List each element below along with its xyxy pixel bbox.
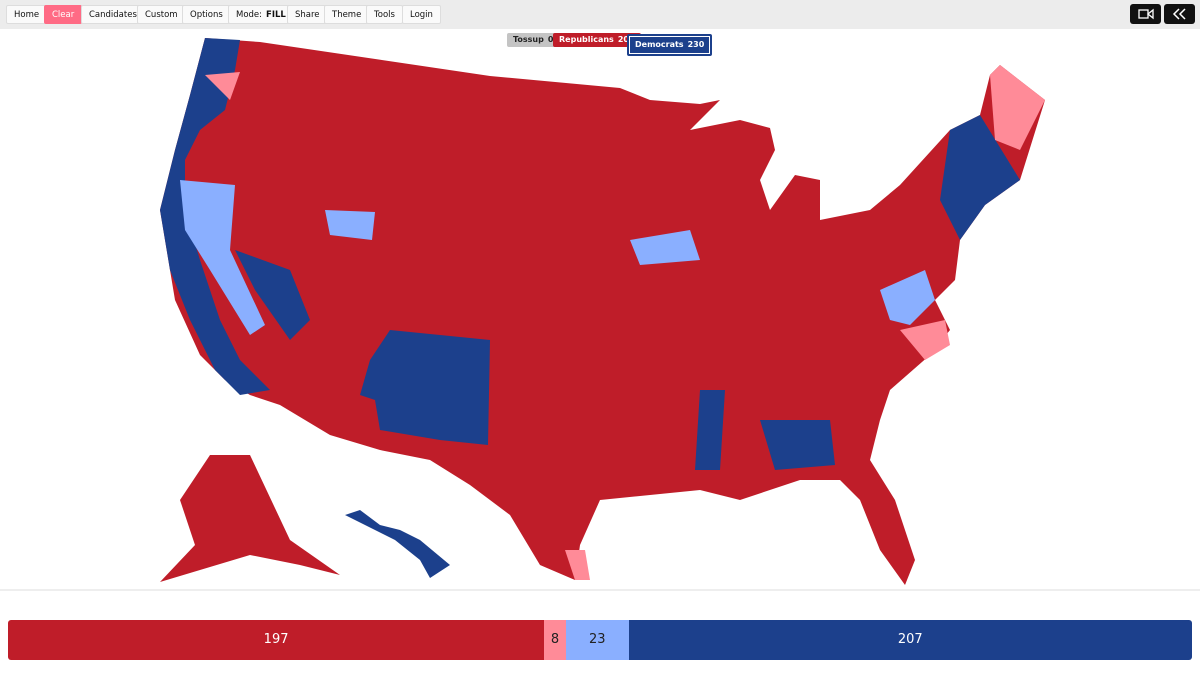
map xyxy=(0,38,1200,591)
video-button[interactable] xyxy=(1130,4,1161,24)
legend-count: 205 xyxy=(618,35,635,44)
toolbar-button[interactable]: Candidates xyxy=(81,5,145,24)
lean-dem-area xyxy=(325,210,375,240)
lean-dem-area xyxy=(880,270,935,325)
dem-area xyxy=(235,250,310,340)
dem-northeast xyxy=(940,115,1020,240)
hawaii xyxy=(345,510,450,578)
lean-dem-area xyxy=(180,180,265,335)
tossup-lean-rep-area xyxy=(990,65,1045,150)
legend-item[interactable]: Democrats 230 xyxy=(627,34,713,56)
seat-segment: 8 xyxy=(544,620,566,660)
legend-label: Republicans xyxy=(559,35,614,44)
mode-value: FILL xyxy=(266,10,286,20)
legend-label: Democrats xyxy=(635,40,684,49)
legend-label: Tossup xyxy=(513,35,544,44)
seat-segment: 23 xyxy=(565,620,629,660)
seat-segment: 207 xyxy=(628,620,1192,660)
toolbar: Home Clear Candidates Custom Options Mode: FIL… xyxy=(0,0,1200,29)
lean-dem-area xyxy=(630,230,700,265)
legend-count: 230 xyxy=(687,40,705,49)
dem-southwest xyxy=(360,330,490,445)
legend-item[interactable]: Republicans 205 xyxy=(553,33,641,47)
mode-label: Mode: xyxy=(236,10,263,20)
seat-segment: 197 xyxy=(8,620,545,660)
legend-item[interactable]: Tossup 0 xyxy=(507,33,560,47)
alaska xyxy=(160,455,340,582)
dem-south xyxy=(695,390,835,470)
legend-count: 0 xyxy=(547,35,554,44)
collapse-button[interactable] xyxy=(1164,4,1195,24)
toolbar-button[interactable]: Login xyxy=(402,5,441,24)
dem-west-coast xyxy=(160,38,270,395)
